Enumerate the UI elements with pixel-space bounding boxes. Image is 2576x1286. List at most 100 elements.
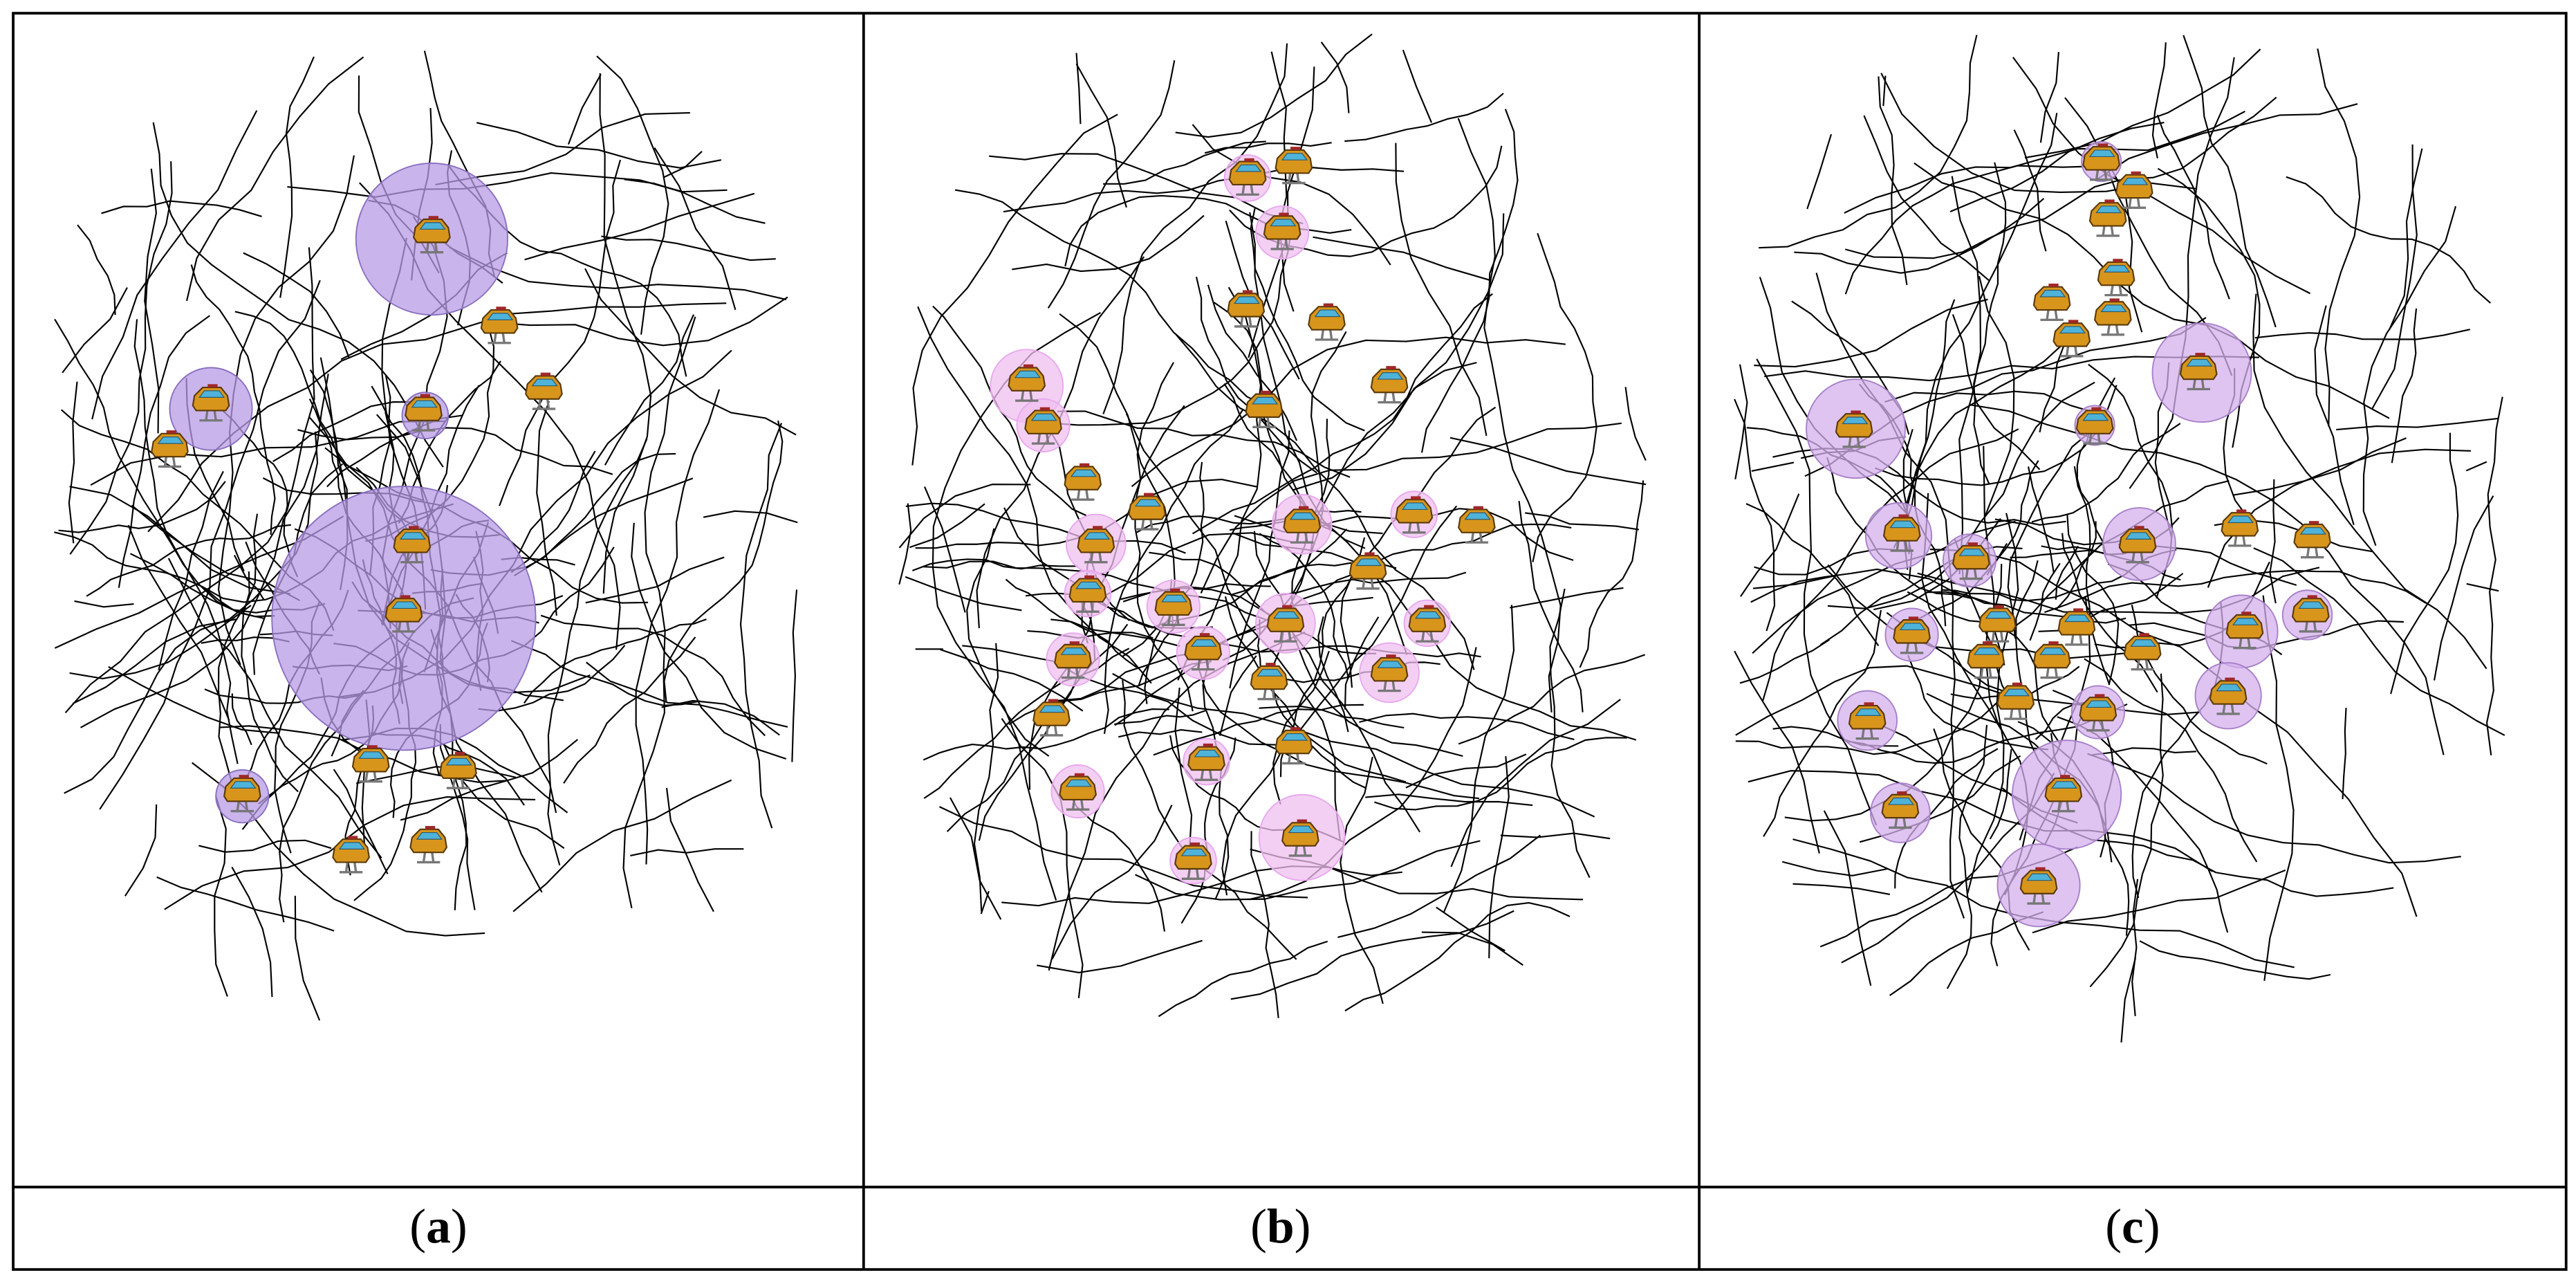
icon-roof: [428, 216, 438, 220]
icon-roof: [2307, 595, 2317, 599]
road: [1153, 704, 1364, 756]
panel-label: (a): [409, 1200, 467, 1254]
road: [2183, 35, 2277, 328]
road: [1135, 840, 1481, 901]
icon-roof: [2048, 283, 2059, 287]
road: [563, 636, 696, 784]
icon-roof: [2104, 199, 2115, 203]
road: [924, 486, 966, 613]
icon-roof: [1908, 616, 1919, 621]
road: [1344, 616, 1380, 710]
road: [1223, 383, 1302, 513]
road: [1784, 661, 1983, 822]
icon-window: [1194, 749, 1221, 757]
station-icon: [439, 751, 477, 789]
road: [523, 618, 707, 704]
road: [2391, 308, 2418, 463]
road: [217, 513, 259, 802]
road: [980, 890, 990, 915]
station-icon: [151, 430, 189, 468]
icon-roof: [1093, 526, 1103, 530]
icon-window: [399, 532, 427, 540]
road: [604, 314, 695, 466]
icon-roof: [1897, 791, 1907, 795]
road: [294, 895, 321, 1021]
road: [599, 73, 652, 594]
road: [1047, 60, 1176, 309]
road: [91, 110, 258, 420]
road: [1292, 213, 1505, 491]
road: [167, 558, 382, 858]
road: [2388, 148, 2423, 331]
road: [2089, 673, 2164, 988]
road: [2032, 869, 2286, 934]
road: [1761, 428, 2019, 702]
station-icon: [1263, 212, 1301, 250]
road: [2139, 940, 2331, 980]
road: [2073, 466, 2111, 686]
road: [1806, 134, 1833, 210]
icon-window: [2026, 873, 2053, 881]
icon-window: [1314, 309, 1341, 318]
road: [2254, 329, 2470, 340]
station-icon: [2032, 283, 2071, 322]
station-icon: [1893, 616, 1931, 654]
icon-roof: [1084, 575, 1095, 579]
icon-roof: [2060, 775, 2070, 778]
station-icon: [1250, 663, 1288, 701]
road: [1458, 654, 1646, 745]
icon-roof: [239, 775, 249, 778]
icon-roof: [1282, 605, 1292, 609]
road: [77, 224, 116, 315]
road: [1421, 931, 1523, 966]
road: [2151, 42, 2167, 159]
road: [540, 614, 766, 737]
road: [2031, 423, 2181, 523]
road: [1174, 687, 1193, 858]
road: [923, 708, 1169, 761]
road: [476, 122, 722, 169]
icon-roof: [1203, 743, 1214, 747]
icon-window: [416, 832, 443, 840]
road: [1907, 654, 2049, 751]
station-icon: [1128, 493, 1167, 531]
road: [1270, 51, 1295, 312]
road: [158, 470, 224, 671]
road: [1102, 43, 1288, 414]
station-icon: [1032, 699, 1071, 737]
road: [449, 246, 787, 301]
road: [917, 306, 1152, 684]
road: [1221, 505, 1458, 896]
road: [198, 839, 332, 853]
station-icon: [1458, 506, 1496, 544]
icon-roof: [1170, 588, 1180, 592]
road: [72, 618, 237, 705]
road: [954, 189, 1270, 408]
station-icon: [2293, 521, 2332, 559]
road: [99, 279, 321, 810]
road: [905, 502, 1186, 554]
icon-roof: [1851, 410, 1861, 414]
station-icon: [1349, 552, 1387, 590]
road: [1340, 756, 1384, 1004]
icon-window: [2186, 358, 2213, 367]
station-icon: [1408, 605, 1447, 643]
road: [2044, 569, 2427, 614]
station-icon: [405, 394, 443, 432]
road: [1907, 591, 2061, 746]
road: [1889, 911, 2044, 996]
road: [1198, 667, 1480, 800]
icon-window: [2104, 265, 2131, 273]
station-icon: [393, 526, 432, 564]
outer-border: [12, 12, 2568, 1271]
icon-roof: [2308, 521, 2319, 524]
station-icon: [2082, 143, 2120, 181]
station-icon: [1008, 364, 1046, 402]
road: [1248, 647, 1477, 901]
road: [1204, 142, 1332, 154]
road: [1249, 212, 1408, 655]
station-icon: [1059, 773, 1097, 811]
icon-roof: [1199, 633, 1210, 636]
road: [1450, 699, 1621, 867]
icon-window: [2082, 413, 2109, 421]
